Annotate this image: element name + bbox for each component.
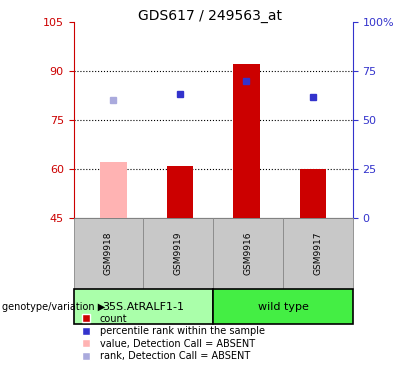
Text: GSM9917: GSM9917	[313, 232, 323, 275]
Bar	[167, 165, 193, 218]
Legend: count, percentile rank within the sample, value, Detection Call = ABSENT, rank, : count, percentile rank within the sample…	[76, 314, 265, 361]
Bar	[100, 162, 127, 218]
Text: GDS617 / 249563_at: GDS617 / 249563_at	[138, 9, 282, 23]
Text: genotype/variation ▶: genotype/variation ▶	[2, 302, 105, 311]
Bar	[299, 169, 326, 218]
Text: 35S.AtRALF1-1: 35S.AtRALF1-1	[102, 302, 184, 311]
Text: wild type: wild type	[257, 302, 308, 311]
Bar	[233, 64, 260, 218]
Text: GSM9916: GSM9916	[244, 232, 252, 275]
Text: GSM9919: GSM9919	[174, 232, 183, 275]
Text: GSM9918: GSM9918	[104, 232, 113, 275]
